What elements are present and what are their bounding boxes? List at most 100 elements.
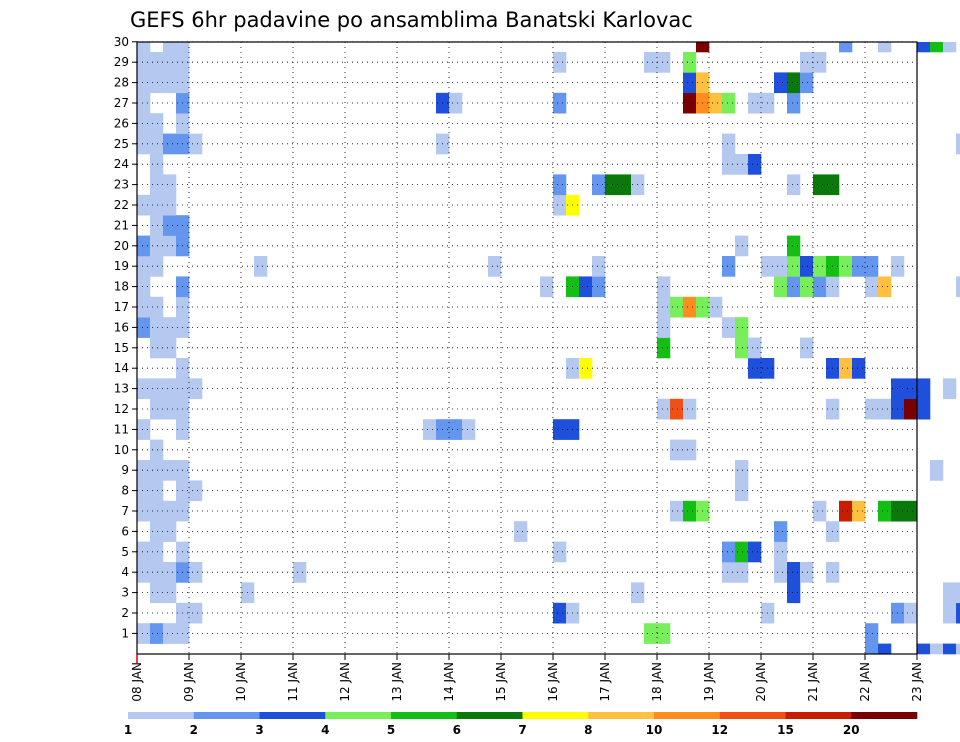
heatmap-cell [813, 276, 827, 298]
heatmap-cell [748, 337, 762, 359]
heatmap-cell [735, 337, 749, 359]
heatmap-cell [137, 133, 151, 155]
colorbar-segment [325, 712, 392, 719]
heatmap-cell [137, 235, 151, 257]
heatmap-cell [189, 133, 203, 155]
heatmap-cell [683, 500, 697, 522]
heatmap-cell [137, 500, 151, 522]
heatmap-cell [930, 460, 944, 481]
colorbar-segment [588, 712, 655, 719]
colorbar-label: 6 [453, 723, 461, 737]
heatmap-cell [774, 256, 788, 277]
heatmap-cell [657, 276, 671, 298]
heatmap-cell [150, 337, 164, 359]
heatmap-cell [904, 602, 918, 624]
heatmap-cell [774, 521, 788, 542]
heatmap-cell [852, 256, 866, 277]
chart-title: GEFS 6hr padavine po ansamblima Banatski… [130, 8, 693, 32]
heatmap-cell [943, 602, 957, 624]
heatmap-cell [657, 337, 671, 359]
heatmap-cell [800, 276, 814, 298]
colorbar-label: 2 [190, 723, 198, 737]
heatmap-cell [813, 174, 827, 196]
heatmap-cell [735, 480, 749, 502]
x-tick-label: 20 JAN [754, 662, 768, 702]
y-tick-label: 24 [114, 157, 129, 171]
heatmap-cell [553, 174, 567, 196]
y-tick-label: 30 [114, 35, 129, 49]
heatmap-cell [137, 296, 151, 318]
heatmap-cell [800, 562, 814, 583]
colorbar-segment [193, 712, 260, 719]
heatmap-cell [150, 194, 164, 216]
heatmap-cell [657, 317, 671, 338]
heatmap-cell [150, 256, 164, 277]
x-tick-label: 11 JAN [286, 662, 300, 702]
heatmap-cell [488, 256, 502, 277]
heatmap-cell [592, 276, 606, 298]
heatmap-cell [787, 276, 801, 298]
heatmap-cells [137, 42, 960, 655]
heatmap-cell [137, 623, 151, 644]
x-tick-label: 15 JAN [494, 662, 508, 702]
heatmap-cell [722, 154, 736, 175]
y-tick-label: 22 [114, 198, 129, 212]
heatmap-cell [553, 52, 567, 73]
x-tick-label: 09 JAN [182, 662, 196, 702]
heatmap-cell [605, 174, 619, 196]
heatmap-cell [553, 419, 567, 440]
heatmap-cell [150, 317, 164, 338]
colorbar-segment [785, 712, 852, 719]
heatmap-cell [150, 296, 164, 318]
heatmap-cell [709, 92, 723, 114]
heatmap-cell [657, 398, 671, 420]
heatmap-cell [735, 154, 749, 175]
heatmap-cell [813, 256, 827, 277]
y-tick-label: 7 [121, 504, 129, 518]
colorbar-segment [456, 712, 523, 719]
heatmap-cell [865, 256, 879, 277]
heatmap-cell [904, 500, 918, 522]
gridlines [137, 41, 917, 654]
heatmap-cell [150, 215, 164, 236]
heatmap-cell [163, 460, 177, 481]
heatmap-cell [150, 72, 164, 94]
heatmap-cell [137, 541, 151, 563]
y-tick-label: 13 [114, 382, 129, 396]
heatmap-cell [735, 562, 749, 583]
heatmap-cell [813, 500, 827, 522]
heatmap-cell [943, 42, 957, 53]
heatmap-cell [800, 337, 814, 359]
heatmap-cell [150, 154, 164, 175]
heatmap-cell [150, 133, 164, 155]
heatmap-cell [150, 460, 164, 481]
y-tick-label: 9 [121, 463, 129, 477]
heatmap-cell [150, 439, 164, 461]
x-tick-label: 08 JAN [130, 662, 144, 702]
x-tick-label: 21 JAN [806, 662, 820, 702]
heatmap-cell [163, 215, 177, 236]
heatmap-cell [956, 133, 960, 155]
colorbar-label: 12 [711, 723, 728, 737]
heatmap-cell [917, 398, 931, 420]
heatmap-cell [813, 52, 827, 73]
y-tick-label: 6 [121, 524, 129, 538]
heatmap-cell [579, 276, 593, 298]
y-tick-label: 15 [114, 341, 129, 355]
heatmap-cell [748, 358, 762, 379]
heatmap-cell [150, 398, 164, 420]
y-tick-label: 16 [114, 320, 129, 334]
heatmap-cell [748, 154, 762, 175]
heatmap-cell [657, 623, 671, 644]
colorbar-segment [654, 712, 721, 719]
heatmap-cell [878, 500, 892, 522]
heatmap-cell [176, 42, 190, 53]
heatmap-cell [189, 602, 203, 624]
colorbar-segment [128, 712, 195, 719]
heatmap-cell [449, 92, 463, 114]
y-axis: 1234567891011121314151617181920212223242… [114, 35, 137, 640]
heatmap-cell [865, 643, 879, 655]
heatmap-cell [787, 582, 801, 604]
heatmap-cell [943, 582, 957, 604]
heatmap-cell [163, 378, 177, 400]
